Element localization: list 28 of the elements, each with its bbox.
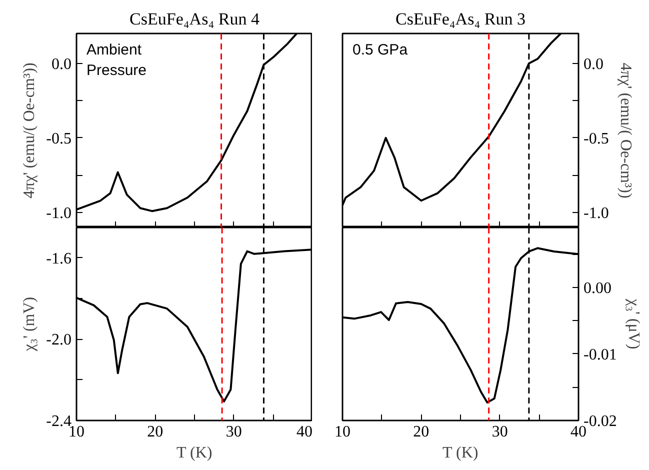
annotation: 0.5 GPa — [352, 42, 408, 58]
y2-axis-title: χ₃' (μV) — [624, 298, 642, 350]
x-tick-label: 20 — [413, 424, 430, 440]
y-axis-title: χ₃' (mV) — [21, 296, 38, 352]
y2-tick-label: 0.00 — [584, 280, 612, 297]
y-tick-label: -0.5 — [46, 130, 72, 148]
x-tick-label: 10 — [334, 424, 350, 440]
y-tick-label: -2.0 — [46, 332, 72, 349]
chart-title: CsEuFe₄As₄ Run 3 — [396, 10, 526, 28]
x-tick-label: 30 — [492, 424, 508, 440]
x-tick-label: 40 — [296, 424, 312, 440]
y2-axis-title: 4πχ' (emu/( Oe-cm³)) — [616, 62, 634, 198]
y-tick-label: -1.0 — [46, 205, 72, 222]
x-tick-label: 40 — [570, 424, 586, 440]
y-tick-label: 0.0 — [52, 56, 72, 73]
x-axis-title: T (K) — [176, 444, 212, 462]
y-axis-title: 4πχ' (emu/( Oe-cm³)) — [21, 62, 38, 198]
x-tick-label: 30 — [226, 424, 242, 440]
chart-title: CsEuFe₄As₄ Run 4 — [130, 10, 260, 28]
y2-tick-label: -1.0 — [584, 205, 609, 222]
y2-tick-label: -0.01 — [584, 346, 617, 364]
x-axis-title: T (K) — [442, 444, 478, 462]
y-tick-label: -2.4 — [46, 413, 72, 430]
annotation: Ambient Pressure — [86, 42, 147, 79]
y2-tick-label: 0.0 — [584, 56, 604, 73]
y-tick-label: -1.6 — [46, 250, 72, 268]
x-tick-label: 20 — [147, 424, 164, 440]
y2-tick-label: -0.5 — [584, 130, 609, 148]
